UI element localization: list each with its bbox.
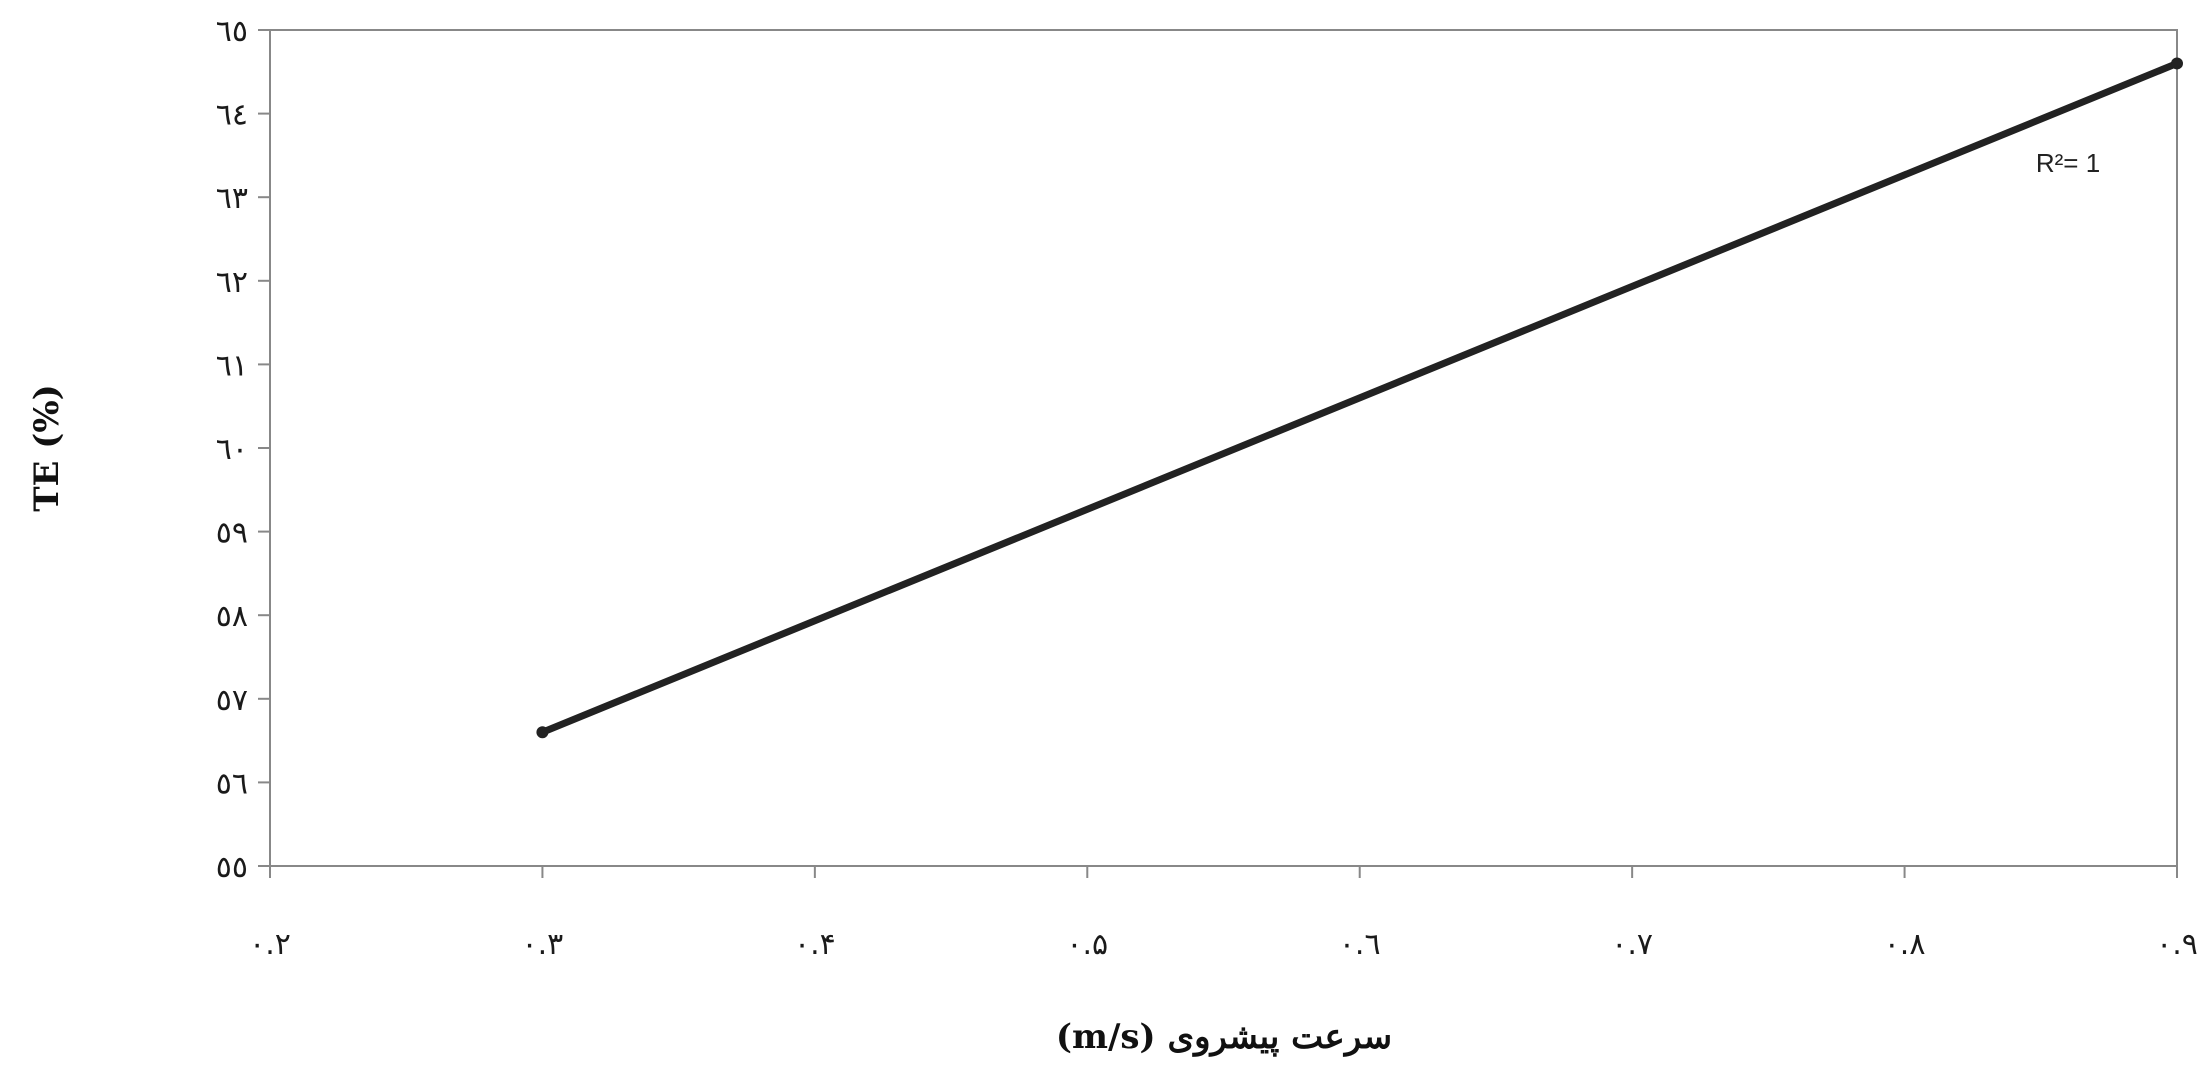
y-tick-label: ٥٦ — [216, 766, 248, 801]
y-tick-label: ٦٠ — [216, 432, 248, 467]
series-line — [538, 59, 2181, 736]
data-point — [2171, 57, 2183, 70]
x-axis-title: سرعت پیشروی (m/s) — [1056, 1017, 1392, 1057]
y-tick-label: ٥٩ — [216, 516, 248, 551]
x-tick-label: ۰.۵ — [1066, 927, 1108, 962]
data-point — [536, 726, 549, 739]
x-tick-label: ۰.۷ — [1611, 927, 1653, 962]
x-tick-label: ۰.٦ — [1339, 927, 1381, 962]
y-tick-label: ٥٥ — [216, 850, 248, 885]
y-tick-label: ٦١ — [216, 348, 248, 383]
x-axis-ticks: ۰.۲ ۰.۳ ۰.۴ ۰.۵ ۰.٦ ۰.۷ ۰.۸ ۰.۹ — [249, 866, 2198, 962]
y-tick-label: ٦٢ — [216, 265, 248, 300]
y-tick-label: ٦٣ — [216, 181, 248, 216]
y-tick-label: ٥٨ — [216, 599, 248, 634]
y-axis-title: TE (%) — [27, 384, 67, 512]
y-tick-label: ٥٧ — [216, 683, 248, 718]
plot-frame — [269, 29, 2178, 867]
y-tick-label: ٦٤ — [216, 98, 248, 133]
annotation-layer: R²= 1 — [2036, 148, 2100, 178]
r-squared-annotation: R²= 1 — [2036, 148, 2100, 178]
series-layer — [536, 57, 2183, 739]
x-tick-label: ۰.۳ — [522, 927, 564, 962]
y-axis-ticks: ٥٥ ٥٦ ٥٧ ٥٨ ٥٩ ٦٠ ٦١ ٦٢ ٦٣ ٦٤ ٦٥ — [216, 14, 270, 885]
x-tick-label: ۰.۴ — [794, 927, 836, 962]
x-tick-label: ۰.۸ — [1884, 927, 1926, 962]
x-tick-label: ۰.۹ — [2156, 927, 2198, 962]
y-tick-label: ٦٥ — [216, 14, 248, 49]
x-tick-label: ۰.۲ — [249, 927, 291, 962]
